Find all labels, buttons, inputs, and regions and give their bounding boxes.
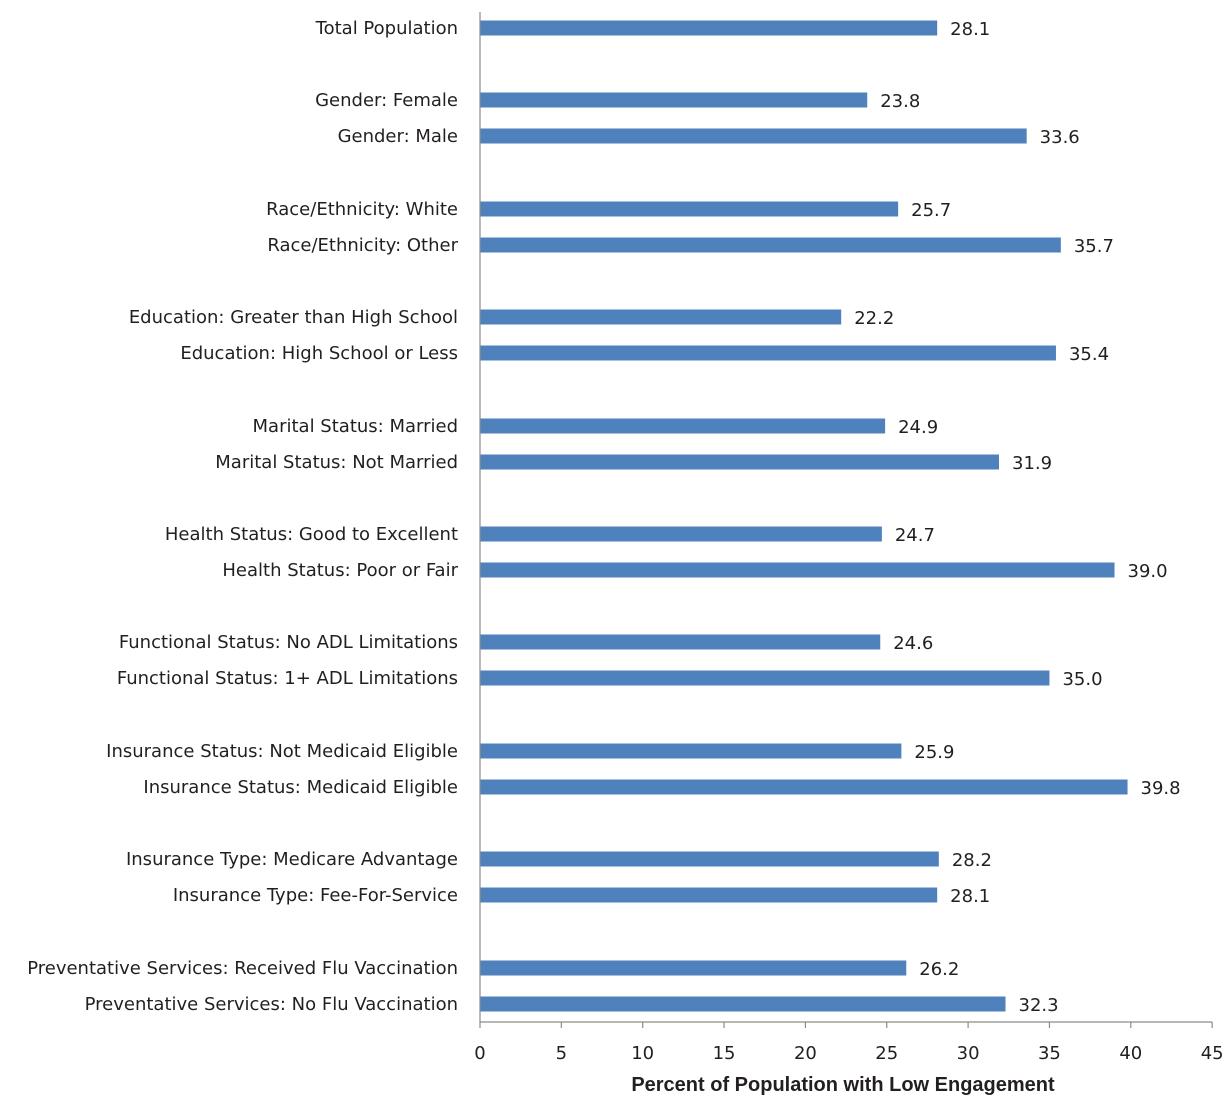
category-label: Insurance Type: Fee-For-Service xyxy=(173,885,458,906)
category-label: Insurance Status: Not Medicaid Eligible xyxy=(106,741,458,762)
data-label: 22.2 xyxy=(854,308,894,329)
x-axis-title: Percent of Population with Low Engagemen… xyxy=(631,1074,1055,1096)
data-label: 35.7 xyxy=(1074,236,1114,257)
bars-layer xyxy=(480,20,1128,1012)
category-label: Insurance Status: Medicaid Eligible xyxy=(143,777,458,798)
category-label: Race/Ethnicity: White xyxy=(266,199,458,220)
data-label: 39.8 xyxy=(1141,778,1181,799)
bar xyxy=(480,20,938,36)
category-label: Race/Ethnicity: Other xyxy=(267,235,458,256)
data-label: 39.0 xyxy=(1128,561,1168,582)
x-tick-label: 30 xyxy=(957,1043,980,1064)
data-label: 31.9 xyxy=(1012,453,1052,474)
data-label: 23.8 xyxy=(880,91,920,112)
bar xyxy=(480,779,1128,795)
data-label: 24.7 xyxy=(895,525,935,546)
data-label: 33.6 xyxy=(1040,127,1080,148)
data-label: 25.9 xyxy=(914,742,954,763)
category-label: Marital Status: Not Married xyxy=(215,452,458,473)
category-label: Gender: Male xyxy=(338,126,458,147)
data-label: 28.1 xyxy=(950,886,990,907)
data-label: 28.2 xyxy=(952,850,992,871)
category-label: Preventative Services: No Flu Vaccinatio… xyxy=(85,994,458,1015)
x-axis-ticks: 0 5 10 15 20 25 30 35 40 45 xyxy=(474,1022,1224,1064)
bar xyxy=(480,128,1027,144)
bar xyxy=(480,92,868,108)
x-tick-label: 40 xyxy=(1119,1043,1142,1064)
bar xyxy=(480,562,1115,578)
value-labels: 28.1 23.8 33.6 25.7 35.7 22.2 35.4 24.9 31.9 24.7… xyxy=(854,19,1180,1016)
data-label: 25.7 xyxy=(911,200,951,221)
category-label: Education: High School or Less xyxy=(180,343,458,364)
category-label: Insurance Type: Medicare Advantage xyxy=(126,849,458,870)
bar xyxy=(480,309,842,325)
x-tick-label: 20 xyxy=(794,1043,817,1064)
bar xyxy=(480,526,882,542)
bar xyxy=(480,345,1056,361)
bar xyxy=(480,887,938,903)
data-label: 35.0 xyxy=(1062,669,1102,690)
x-tick-label: 35 xyxy=(1038,1043,1061,1064)
data-label: 35.4 xyxy=(1069,344,1109,365)
data-label: 28.1 xyxy=(950,19,990,40)
bar xyxy=(480,634,881,650)
category-label: Education: Greater than High School xyxy=(129,307,458,328)
category-label: Preventative Services: Received Flu Vacc… xyxy=(27,958,458,979)
x-tick-label: 0 xyxy=(474,1043,485,1064)
category-labels: Total Population Gender: Female Gender: Ma… xyxy=(27,18,458,1015)
category-label: Functional Status: No ADL Limitations xyxy=(119,632,458,653)
category-label: Health Status: Poor or Fair xyxy=(222,560,458,581)
bar xyxy=(480,851,939,867)
x-tick-label: 10 xyxy=(631,1043,654,1064)
data-label: 24.6 xyxy=(893,633,933,654)
data-label: 26.2 xyxy=(919,959,959,980)
bar xyxy=(480,418,886,434)
bar xyxy=(480,960,907,976)
x-tick-label: 5 xyxy=(556,1043,567,1064)
category-label: Health Status: Good to Excellent xyxy=(165,524,458,545)
category-label: Marital Status: Married xyxy=(253,416,458,437)
bar xyxy=(480,237,1061,253)
category-label: Gender: Female xyxy=(315,90,458,111)
category-label: Functional Status: 1+ ADL Limitations xyxy=(117,668,458,689)
bar xyxy=(480,670,1050,686)
data-label: 24.9 xyxy=(898,417,938,438)
x-tick-label: 45 xyxy=(1201,1043,1224,1064)
bar xyxy=(480,454,1000,470)
x-tick-label: 25 xyxy=(875,1043,898,1064)
bar xyxy=(480,996,1006,1012)
x-tick-label: 15 xyxy=(713,1043,736,1064)
category-label: Total Population xyxy=(315,18,458,39)
data-label: 32.3 xyxy=(1019,995,1059,1016)
bar xyxy=(480,743,902,759)
bar xyxy=(480,201,899,217)
